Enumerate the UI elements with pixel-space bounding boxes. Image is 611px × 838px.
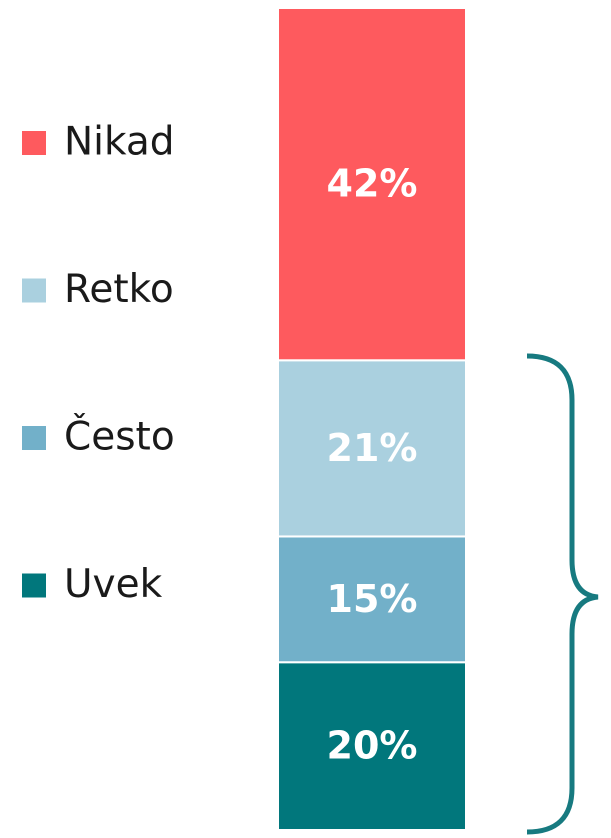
legend-swatch (22, 131, 46, 155)
legend-swatch (22, 573, 46, 598)
legend-swatch (22, 426, 46, 450)
value-label: 21% (327, 426, 418, 470)
brace (526, 353, 599, 835)
legend-text: Uvek (64, 562, 163, 607)
legend-swatch (22, 278, 46, 303)
value-label: 15% (327, 577, 418, 621)
legend-text: Retko (64, 267, 174, 312)
bar-segment (277, 661, 467, 831)
bar-segment (277, 7, 467, 362)
legend-text: Nikad (64, 120, 175, 165)
value-label: 20% (327, 724, 418, 768)
bar-segment (277, 535, 467, 664)
value-label: 42% (327, 162, 418, 206)
legend-text: Često (64, 413, 175, 460)
